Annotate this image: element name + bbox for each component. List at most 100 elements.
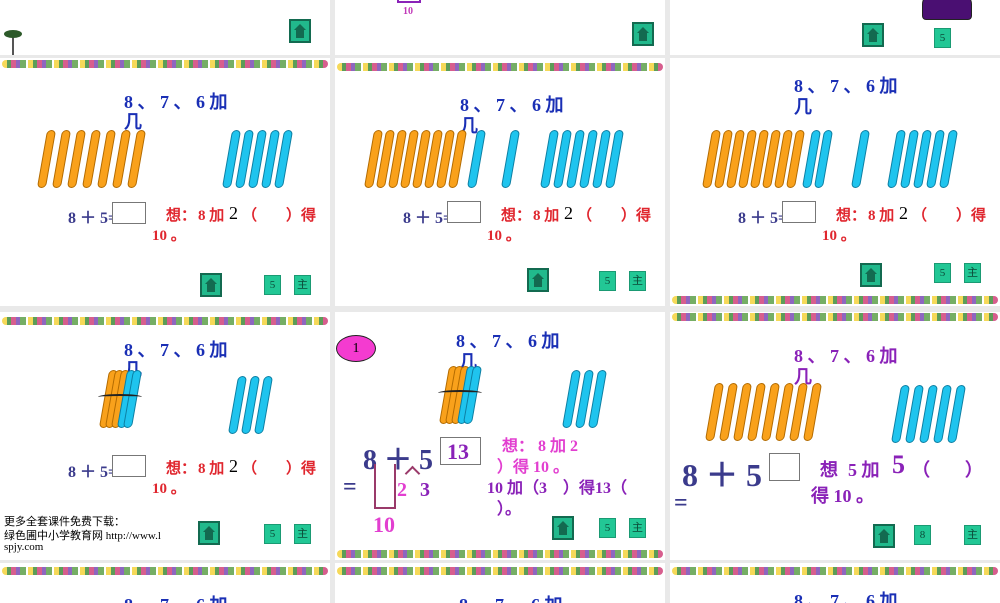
slide-r0c1[interactable]: 10 (335, 0, 665, 55)
blue-stick (466, 130, 487, 188)
result: 13 (447, 439, 469, 464)
think-line-2: ）得 10 。 (497, 459, 570, 476)
string-knot (438, 390, 482, 396)
main-button[interactable]: 主 (629, 271, 646, 291)
answer-digit: 2 (229, 456, 238, 476)
slide-r2c0[interactable]: 8 、 7 、 6 加 几 8 ＋ 5= 想： 8 加 2 （ ）得 10 。 … (0, 312, 330, 560)
answer-box[interactable] (769, 453, 800, 481)
answer-box[interactable] (112, 455, 146, 477)
floral-border (672, 296, 998, 304)
footer-link[interactable]: 绿色圃中小学教育网 http://www.l (4, 530, 161, 542)
page-5-button[interactable]: 5 (599, 518, 616, 538)
floral-border (337, 567, 663, 575)
stick-bundle (438, 366, 483, 430)
think-line-1: 想： 8 加 2 (502, 438, 579, 455)
footer-line-3: spjy.com (4, 541, 44, 553)
main-button[interactable]: 主 (294, 275, 311, 295)
answer-box[interactable] (440, 437, 481, 465)
equation: 8 ＋ 5= (403, 210, 453, 227)
slide-r1c0[interactable]: 8 、 7 、 6 加 几 8 ＋ 5= 想： 8 加 2 （ ）得 10 。 … (0, 58, 330, 306)
string-knot (98, 394, 142, 400)
think-label: 想： (501, 208, 532, 224)
main-button[interactable]: 主 (629, 518, 646, 538)
slide-r2c1[interactable]: 1 8 、 7 、 6 加 几 8 ＋ 5 13 = 2 3 10 想： 8 加… (335, 312, 665, 560)
equals-sign: = (674, 490, 688, 516)
slide-title: 8 、 7 、 6 加 (124, 591, 228, 603)
footer-line-1: 更多全套课件免费下载： (4, 516, 125, 528)
slide-r0c0[interactable] (0, 0, 330, 55)
home-button[interactable] (860, 263, 882, 287)
think-line-2: 得 10 。 (811, 486, 874, 506)
main-button[interactable]: 主 (964, 525, 981, 545)
paren-open: （ (242, 208, 258, 224)
answer-digit: 5 (892, 450, 905, 479)
think-label: 想： (166, 208, 197, 224)
slide-title: 8 、 7 、 6 加 (794, 591, 898, 603)
floral-border (672, 313, 998, 321)
orange-stick (126, 130, 147, 188)
think-line-3: 10 加（3 ）得13（ (487, 480, 628, 497)
paren-close: ）得 (621, 208, 652, 224)
paren-close: ） (965, 460, 983, 480)
slide-title-2: 几 (124, 112, 142, 132)
answer-box[interactable] (782, 201, 816, 223)
think-text: 8 加 (198, 461, 225, 477)
paren-open: （ (912, 460, 930, 480)
floral-border (672, 567, 998, 575)
equals-sign: = (343, 474, 357, 500)
home-button[interactable] (632, 22, 654, 46)
slide-title: 8 、 7 、 6 加 (794, 76, 898, 96)
page-5-button[interactable]: 5 (934, 263, 951, 283)
page-8-button[interactable]: 8 (914, 525, 931, 545)
main-button[interactable]: 主 (964, 263, 981, 283)
paren-open: （ (577, 208, 593, 224)
slide-r1c2[interactable]: 8 、 7 、 6 加 几 8 ＋ 5= 想： 8 加 2 （ ）得 10 。 … (670, 58, 1000, 306)
slide-r3c1[interactable]: 8 、 7 、 6 加 (335, 563, 665, 603)
home-button[interactable] (289, 19, 311, 43)
slide-r0c2[interactable]: 5 (670, 0, 1000, 55)
equation: 8 ＋ 5= (738, 210, 788, 227)
home-button[interactable] (198, 521, 220, 545)
page-5-button[interactable]: 5 (599, 271, 616, 291)
equation: 8 ＋ 5= (68, 210, 118, 227)
slide-title: 8 、 7 、 6 加 (124, 92, 228, 112)
slide-title: 8 、 7 、 6 加 (460, 95, 564, 115)
ten-text: 10 。 (822, 228, 856, 244)
split-a: 2 (397, 479, 407, 501)
slide-title: 8 、 7 、 6 加 (459, 591, 563, 603)
answer-box[interactable] (447, 201, 481, 223)
think-line-4: ）。 (497, 501, 522, 518)
answer-digit: 2 (229, 203, 238, 223)
answer-box[interactable] (112, 202, 146, 224)
answer-digit: 2 (899, 203, 908, 223)
page-5-button[interactable]: 5 (264, 524, 281, 544)
paren-close: ）得 (956, 208, 987, 224)
page-5-button[interactable]: 5 (934, 28, 951, 48)
home-button[interactable] (862, 23, 884, 47)
big-equation: 8 ＋ 5 (682, 457, 763, 493)
home-button[interactable] (527, 268, 549, 292)
main-button[interactable]: 主 (294, 524, 311, 544)
ten-text: 10 。 (152, 481, 186, 497)
slide-r2c2[interactable]: 8 、 7 、 6 加 几 8 ＋ 5 = 想 5 加 5 （ ） 得 10 。… (670, 312, 1000, 560)
think-label: 想 (820, 460, 838, 480)
slide-r1c1[interactable]: 8 、 7 、 6 加 几 8 ＋ 5= 想： 8 加 2 （ ）得 10 。 … (335, 58, 665, 306)
home-button[interactable] (552, 516, 574, 540)
think-text: 8 加 (868, 208, 895, 224)
step-badge[interactable]: 1 (336, 335, 376, 362)
slide-r3c2[interactable]: 8 、 7 、 6 加 (670, 563, 1000, 603)
slide-r3c0[interactable]: 8 、 7 、 6 加 (0, 563, 330, 603)
split-b: 3 (420, 479, 430, 501)
think-text: 5 加 (848, 460, 880, 480)
floral-border (337, 550, 663, 558)
slide-title-2: 几 (794, 97, 812, 117)
home-button[interactable] (200, 273, 222, 297)
answer-digit: 2 (564, 203, 573, 223)
ten-label: 10 (403, 6, 413, 17)
slide-title: 8 、 7 、 6 加 (456, 331, 560, 351)
home-button[interactable] (873, 524, 895, 548)
page-5-button[interactable]: 5 (264, 275, 281, 295)
purple-box (397, 0, 421, 3)
teacher-figure (922, 0, 972, 20)
bracket-line (374, 464, 396, 509)
